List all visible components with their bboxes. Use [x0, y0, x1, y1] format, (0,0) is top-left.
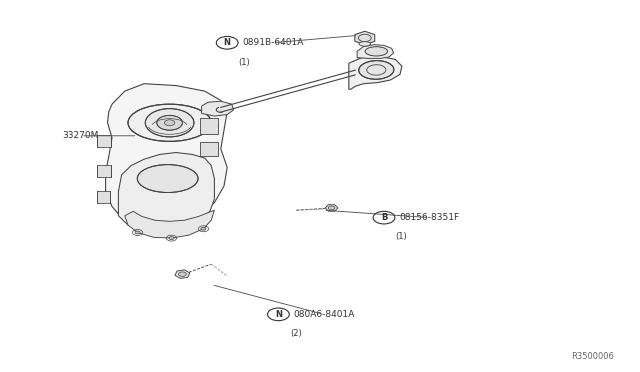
Text: B: B	[381, 213, 387, 222]
Bar	[97, 165, 111, 177]
Bar	[200, 142, 218, 156]
Ellipse shape	[359, 61, 394, 79]
Polygon shape	[357, 45, 394, 58]
Text: 33270M: 33270M	[63, 131, 99, 140]
Ellipse shape	[128, 104, 211, 141]
Text: 080A6-8401A: 080A6-8401A	[294, 310, 355, 319]
Bar	[97, 135, 111, 147]
Polygon shape	[355, 31, 375, 45]
Text: R3500006: R3500006	[572, 352, 614, 361]
Text: (1): (1)	[239, 58, 250, 67]
Circle shape	[201, 227, 206, 230]
Ellipse shape	[365, 47, 388, 56]
Bar	[200, 118, 218, 134]
Polygon shape	[349, 57, 402, 89]
Text: 0891B-6401A: 0891B-6401A	[243, 38, 304, 47]
Text: N: N	[275, 310, 282, 319]
Circle shape	[135, 231, 140, 234]
Polygon shape	[118, 153, 214, 230]
Polygon shape	[125, 210, 214, 238]
Bar	[97, 191, 110, 203]
Ellipse shape	[138, 164, 198, 193]
Circle shape	[164, 120, 175, 126]
Text: 08156-8351F: 08156-8351F	[399, 213, 460, 222]
Polygon shape	[106, 84, 227, 229]
Circle shape	[328, 206, 335, 210]
Text: N: N	[224, 38, 230, 47]
Text: (1): (1)	[396, 232, 407, 241]
Circle shape	[157, 115, 182, 130]
Polygon shape	[175, 270, 190, 279]
Ellipse shape	[359, 42, 371, 46]
Polygon shape	[202, 101, 234, 116]
Text: (2): (2)	[290, 329, 301, 338]
Polygon shape	[325, 205, 338, 211]
Circle shape	[145, 109, 194, 137]
Circle shape	[179, 272, 186, 276]
Circle shape	[169, 237, 174, 240]
